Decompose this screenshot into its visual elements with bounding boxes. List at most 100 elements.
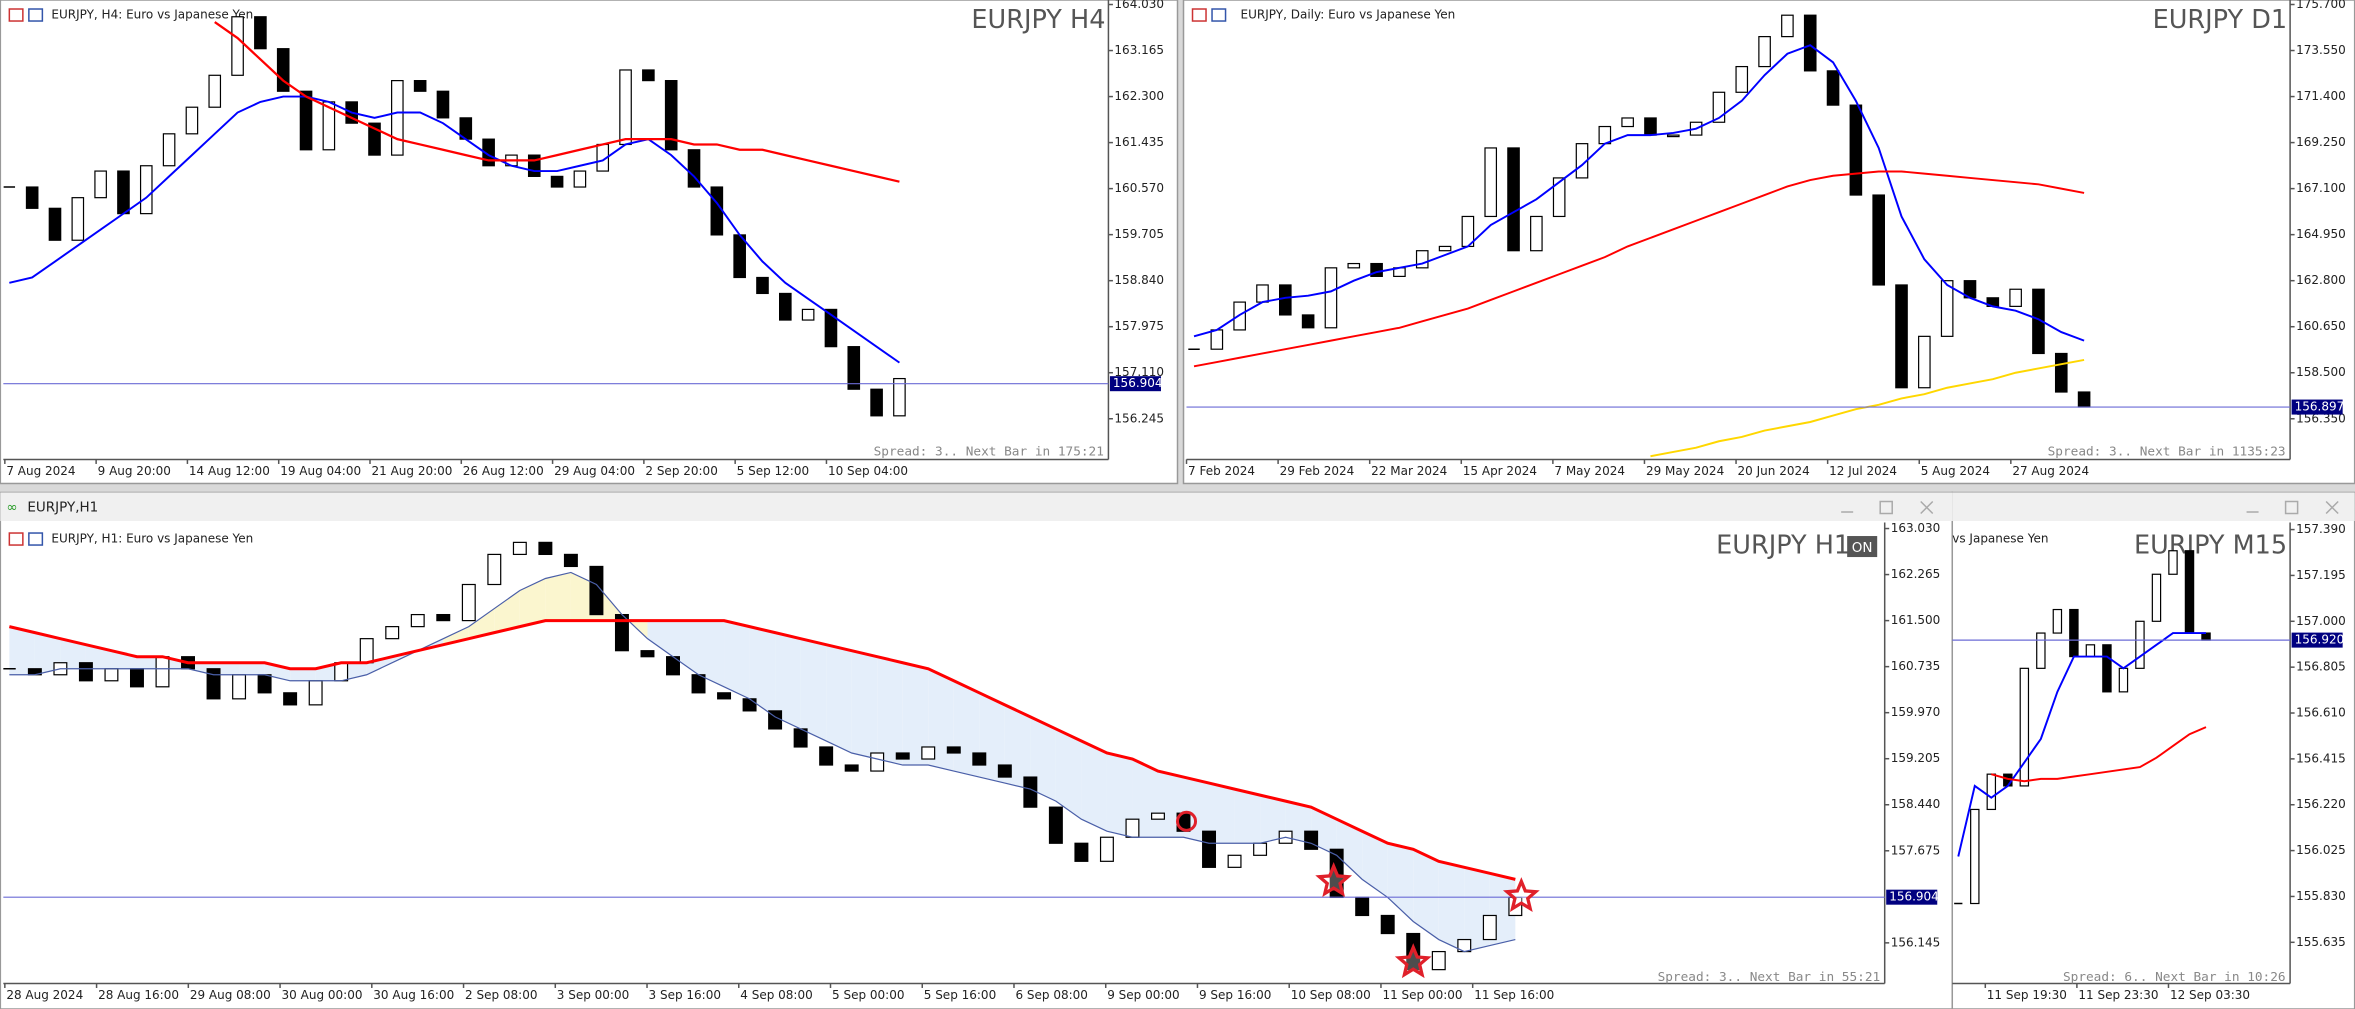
plot-area (3, 16, 906, 417)
candle (573, 170, 587, 188)
candle (231, 16, 244, 76)
candle (359, 638, 374, 664)
ma-cloud (1362, 831, 1388, 898)
chart-caption: EURJPY, Daily: Euro vs Japanese Yen (1241, 8, 1456, 22)
ma-cloud (851, 650, 878, 760)
symbol-label: EURJPY H1 (1716, 531, 1850, 561)
candle (733, 234, 746, 279)
candle (1370, 262, 1383, 278)
price-tick-label: 160.570 (1114, 181, 1164, 195)
status-text: Spread: 3.. Next Bar in 175:21 (874, 444, 1104, 459)
candle (1279, 284, 1292, 316)
candle (801, 308, 815, 321)
price-tick-label: 161.435 (1114, 135, 1164, 149)
ma-cloud (1336, 819, 1363, 880)
candle (299, 90, 313, 151)
current-price-box (2291, 632, 2343, 648)
candle (895, 752, 910, 760)
time-label: 20 Jun 2024 (1738, 464, 1810, 478)
time-label: 5 Sep 16:00 (924, 988, 996, 1002)
ma-cloud (800, 638, 827, 741)
candle (1803, 14, 1817, 72)
candle (2201, 632, 2211, 641)
candle (162, 133, 176, 167)
signal-star (1502, 877, 1540, 913)
ma-cloud (1055, 728, 1082, 820)
price-tick-label: 158.500 (2296, 365, 2346, 379)
candle (1048, 806, 1063, 844)
candle (550, 175, 564, 188)
price-tick-label: 163.030 (1891, 521, 1941, 535)
ma-line (1193, 170, 2085, 368)
price-tick-label: 157.675 (1891, 843, 1941, 857)
candle (779, 292, 792, 321)
price-tick-label: 157.975 (1114, 319, 1164, 333)
candle (2069, 608, 2079, 658)
price-tick-label: 157.195 (2296, 568, 2346, 582)
price-tick-label: 162.265 (1891, 567, 1941, 581)
candle (664, 80, 678, 151)
symbol-label: EURJPY D1 (2153, 5, 2287, 35)
price-tick-label: 155.635 (2296, 935, 2346, 949)
candle (870, 752, 885, 772)
price-tick-label: 157.390 (2296, 522, 2346, 536)
ma-cloud (698, 620, 725, 687)
window-buttons[interactable] (1841, 500, 2339, 515)
caption-icon (28, 532, 44, 546)
candle (619, 69, 632, 146)
time-label: 26 Aug 12:00 (463, 464, 544, 478)
current-price-box (1109, 376, 1161, 392)
time-label: 19 Aug 04:00 (280, 464, 361, 478)
ma-cloud (366, 656, 393, 675)
ma-line (9, 571, 1516, 953)
plot-area (3, 541, 1523, 971)
ma-cloud (1209, 783, 1235, 844)
candle (512, 541, 527, 556)
ma-cloud (1387, 843, 1414, 922)
candle (1644, 117, 1657, 136)
time-label: 7 Aug 2024 (6, 464, 75, 478)
current-price-label: 156.904 (1113, 376, 1163, 390)
candle (254, 16, 267, 50)
candle (185, 106, 199, 135)
candle (1380, 914, 1395, 935)
candle (391, 80, 404, 156)
price-tick-label: 156.220 (2296, 797, 2346, 811)
candle (2009, 288, 2022, 307)
price-tick-label: 156.145 (1891, 935, 1941, 949)
candle (1940, 280, 1954, 337)
candle (2019, 667, 2030, 787)
ma-cloud (1234, 789, 1261, 844)
time-label: 10 Sep 04:00 (828, 464, 908, 478)
symbol-label: EURJPY H4 (971, 5, 1105, 35)
candle (2085, 644, 2096, 658)
price-tick-label: 157.110 (1114, 365, 1164, 379)
candle (482, 138, 495, 167)
candle (208, 74, 222, 108)
ma-cloud (1106, 752, 1133, 838)
current-price-label: 156.920 (2295, 633, 2345, 647)
candle (368, 122, 381, 156)
time-label: 3 Sep 16:00 (649, 988, 721, 1002)
candle (1530, 215, 1543, 252)
candle (308, 680, 323, 706)
time-label: 28 Aug 2024 (6, 988, 83, 1002)
candle (640, 650, 655, 658)
chart-caption: vs Japanese Yen (1952, 532, 2048, 546)
candle (78, 662, 93, 682)
caption-icon (8, 532, 24, 546)
ma-cloud (290, 668, 316, 681)
time-label: 11 Sep 23:30 (2078, 988, 2158, 1002)
ma-cloud (545, 572, 571, 621)
price-tick-label: 162.300 (1114, 89, 1164, 103)
time-label: 28 Aug 16:00 (98, 988, 179, 1002)
symbol-label: EURJPY M15 (2134, 531, 2287, 561)
candle (94, 170, 107, 199)
badge-text: ON (1852, 540, 1873, 556)
candle (2151, 573, 2162, 622)
candle (385, 626, 400, 640)
candle (1074, 842, 1089, 862)
badge (1847, 536, 1878, 558)
price-tick-label: 173.550 (2296, 43, 2346, 57)
